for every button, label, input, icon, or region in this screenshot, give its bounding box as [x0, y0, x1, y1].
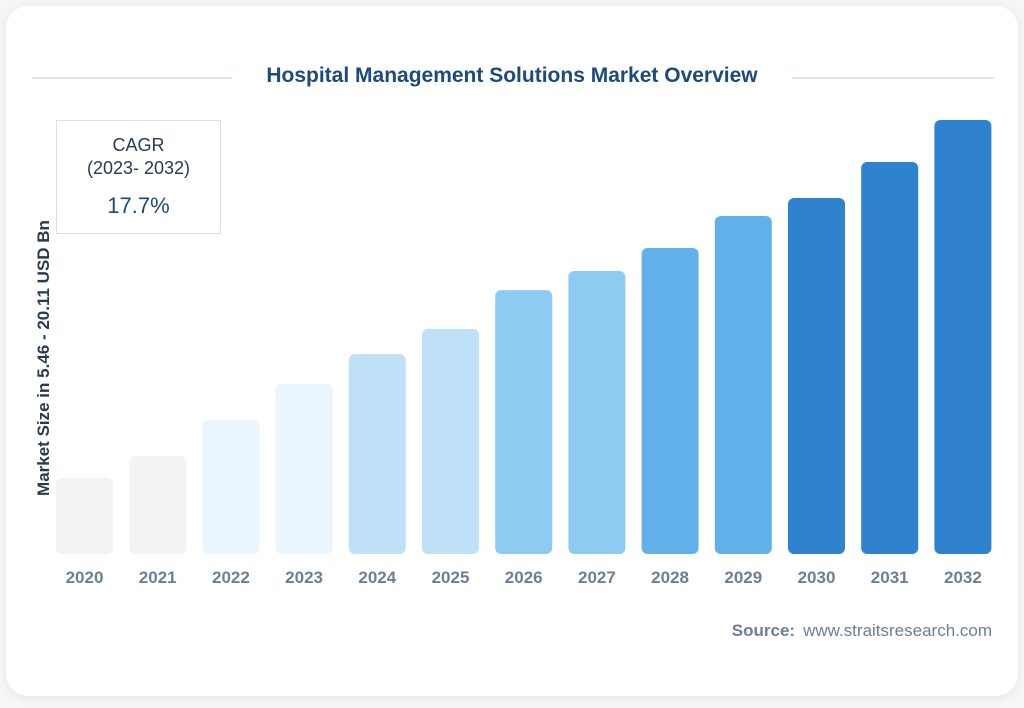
x-tick-label: 2032 — [944, 568, 982, 587]
cagr-value: 17.7% — [107, 193, 170, 218]
x-tick-label: 2031 — [871, 568, 909, 587]
bar-2023 — [275, 383, 333, 554]
source-url: www.straitsresearch.com — [803, 621, 992, 640]
x-tick-label: 2020 — [66, 568, 104, 587]
x-tick-label: 2026 — [505, 568, 543, 587]
title-divider-left — [32, 77, 232, 79]
x-tick-label: 2027 — [578, 568, 616, 587]
bar-2020 — [56, 478, 113, 554]
bar-2021 — [129, 456, 187, 554]
bar-2024 — [348, 354, 406, 554]
x-tick-label: 2030 — [798, 568, 836, 587]
x-tick-label: 2021 — [139, 568, 177, 587]
cagr-label: CAGR — [112, 135, 165, 155]
bar-2032 — [934, 120, 992, 554]
bar-2029 — [714, 216, 772, 554]
title-divider-right — [792, 77, 994, 79]
x-tick-label: 2023 — [285, 568, 323, 587]
bar-2031 — [861, 162, 919, 554]
source-note: Source: www.straitsresearch.com — [732, 621, 992, 641]
cagr-period: (2023- 2032) — [86, 158, 191, 178]
x-tick-label: 2024 — [358, 568, 396, 587]
x-tick-label: 2029 — [724, 568, 762, 587]
bar-2028 — [641, 248, 699, 555]
x-tick-label: 2022 — [212, 568, 250, 587]
x-tick-label: 2028 — [651, 568, 689, 587]
bar-2027 — [568, 271, 626, 554]
bar-2025 — [422, 328, 479, 554]
cagr-box: CAGR (2023- 2032) 17.7% — [56, 120, 221, 234]
bar-2030 — [788, 197, 845, 554]
x-tick-label: 2025 — [432, 568, 470, 587]
bar-2022 — [202, 420, 260, 554]
source-label: Source: — [731, 621, 796, 640]
chart-title: Hospital Management Solutions Market Ove… — [0, 64, 1024, 88]
bar-2026 — [495, 290, 553, 554]
